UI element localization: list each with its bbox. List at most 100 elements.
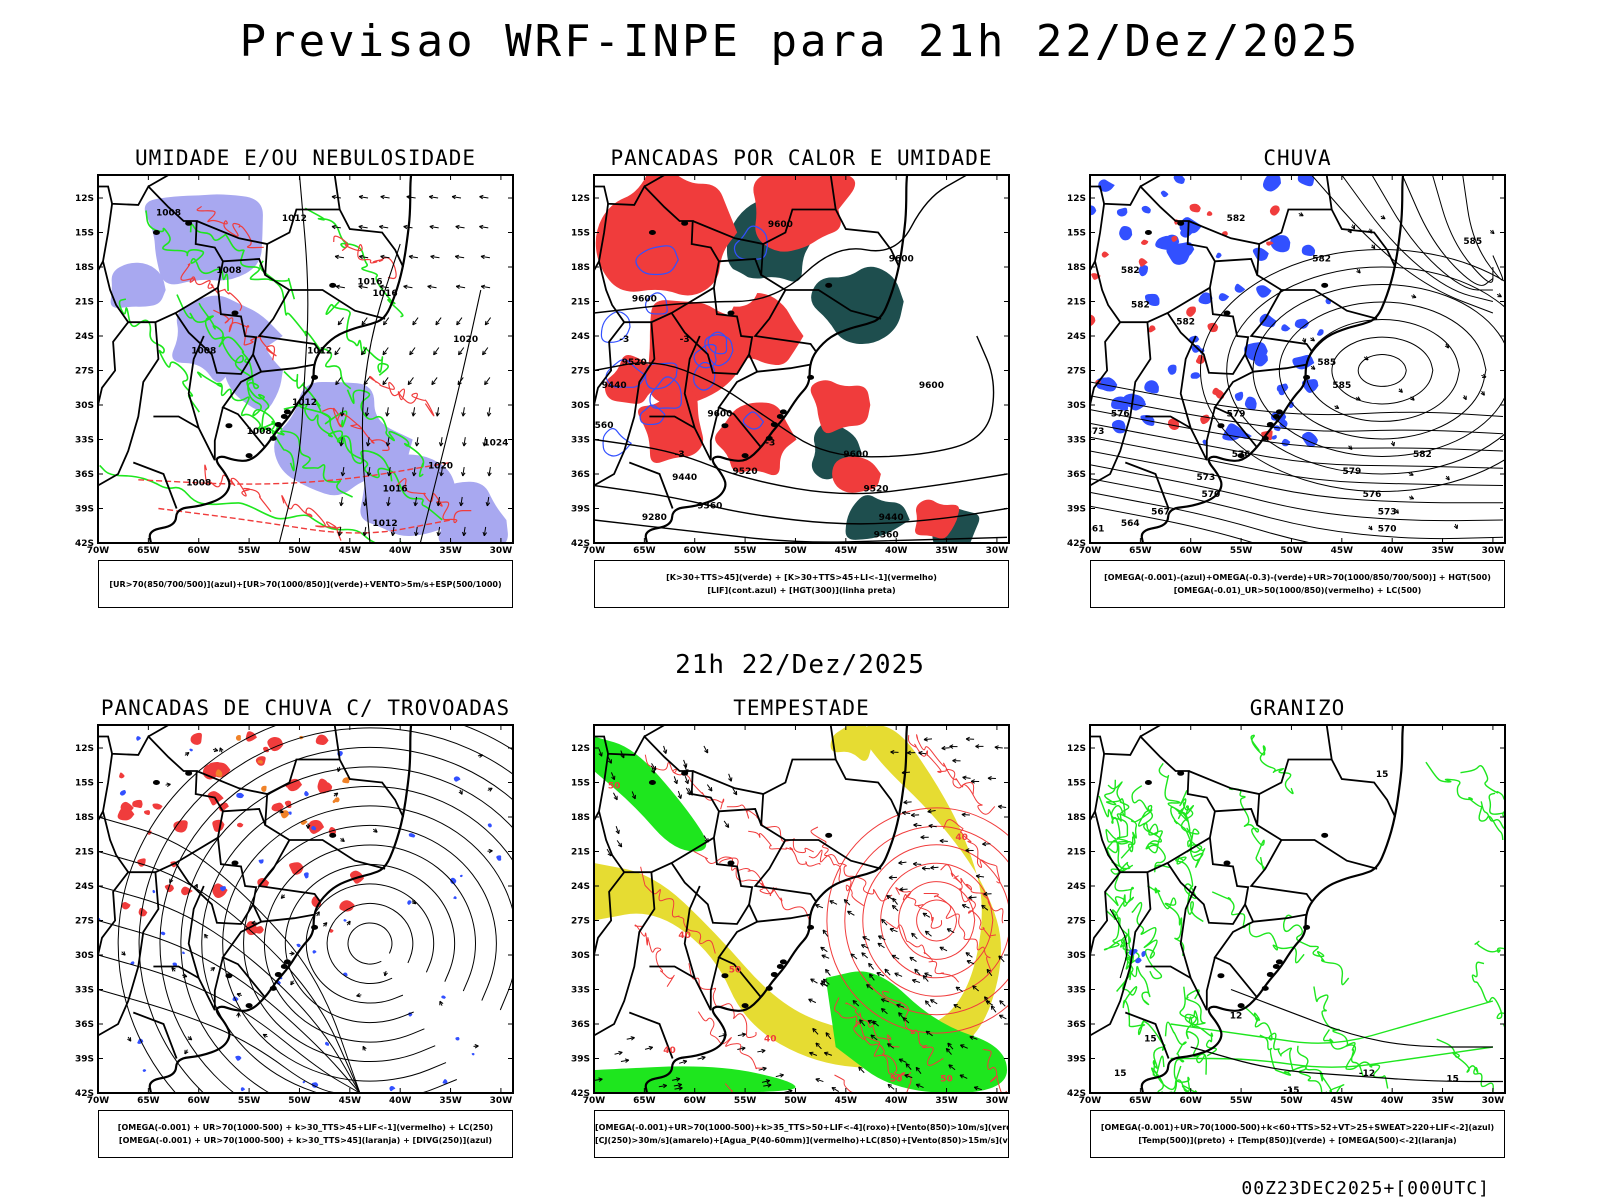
wind-vector [985,1000,994,1006]
panel-title: UMIDADE E/OU NEBULOSIDADE [134,146,477,170]
height-label: 579 [1342,467,1361,477]
wind-vector [994,746,1003,749]
border-line [187,335,216,461]
wind-vector [362,501,368,507]
border-line [147,725,171,738]
omega-area-blue [1270,235,1291,253]
omega-area-blue [1215,252,1222,259]
wind-vector [970,779,975,784]
legend-line: [OMEGA(-0.001)-(azul)+OMEGA(-0.3)-(verde… [1104,573,1491,582]
wind-vector [767,1083,772,1088]
height-contour [1252,284,1505,457]
border-line [598,203,715,324]
height-label: 9600 [768,220,793,230]
lake-shape [231,860,239,866]
lake-shape [1223,860,1231,866]
height-contour [1090,436,1504,486]
streamline-arrow [184,1049,189,1055]
wind-vector [921,866,926,871]
wind-vector [462,467,465,477]
wind-vector [457,377,464,385]
lat-label: 36S [75,470,94,480]
lon-label: 30W [986,546,1009,556]
lake-shape [779,959,787,965]
lat-label: 24S [571,882,590,892]
height-label: 9600 [889,254,914,264]
height-label: 576 [1232,450,1251,460]
wind-vector [452,196,462,199]
lake-shape [648,230,656,235]
wind-vector [594,1078,603,1081]
omega-area-blue [1281,324,1291,332]
lon-label: 45W [835,546,858,556]
wind-vector [887,1083,895,1090]
border-line [1179,885,1208,1011]
omega-area-blue [1301,244,1316,256]
streamline-arrow [337,767,342,773]
height-label: 9520 [622,358,647,368]
map-background [98,725,513,1093]
omega-area-blue [1160,190,1169,198]
wind-vector [615,826,620,834]
lon-label: 60W [684,546,707,556]
wind-vector [941,747,950,749]
lat-label: 21S [75,848,94,858]
lat-label: 24S [1067,332,1086,342]
wind-vector [898,861,907,864]
wind-vector [358,225,368,229]
wind-vector [922,912,931,918]
wind-vector [930,865,935,870]
temperature-contour-green [1322,1029,1389,1089]
lake-shape [721,423,729,429]
streamline [201,785,513,1093]
lake-shape [1275,409,1283,415]
humidity-contour-green [283,370,348,428]
divergence-area-blue [389,1086,396,1092]
height-contour [1090,409,1504,452]
lon-label: 35W [1431,1096,1454,1106]
wind-vector [737,1047,746,1050]
lat-label: 18S [75,263,94,273]
height-contour [1432,175,1494,283]
wind-vector [939,840,948,842]
wind-vector [887,1083,893,1089]
lat-label: 15S [75,779,94,789]
wind-vector [335,377,342,385]
border-line [1205,407,1216,461]
wind-vector [480,254,485,260]
convection-area-red [329,929,334,933]
isobar-label: 1012 [282,214,307,224]
wind-vector [407,380,412,386]
legend-line: [Temp(500)](preto) + [Temp(850)](verde) … [1138,1136,1457,1145]
wind-vector [762,1066,767,1072]
wind-vector [924,930,930,935]
wind-vector [808,998,817,1004]
divergence-area-blue [136,736,141,741]
wind-vector [430,255,440,259]
wind-vector [728,777,733,782]
wind-vector [924,972,933,977]
wind-vector [884,968,889,974]
wind-vector [359,254,364,260]
jet-area-yellow [830,725,872,761]
border-line [1179,335,1208,461]
streamline-arrow [1390,441,1395,447]
lake-shape [225,973,233,979]
streamline-arrow [315,911,320,916]
wind-vector [390,531,396,537]
moisture-contour-red [834,997,912,1076]
wind-vector [986,969,993,977]
wind-vector [383,317,390,326]
streamline-arrow [169,878,174,884]
streamline [138,727,513,1093]
convection-area-red [121,902,131,910]
lon-label: 45W [339,546,362,556]
temperature-contour-green [1170,1000,1494,1044]
wind-vector [339,442,344,447]
wind-vector [334,255,345,259]
wind-vector [435,320,440,326]
border-line [753,289,817,352]
wind-vector [435,412,440,417]
border-line [153,415,200,429]
moisture-contour-red [885,920,960,983]
